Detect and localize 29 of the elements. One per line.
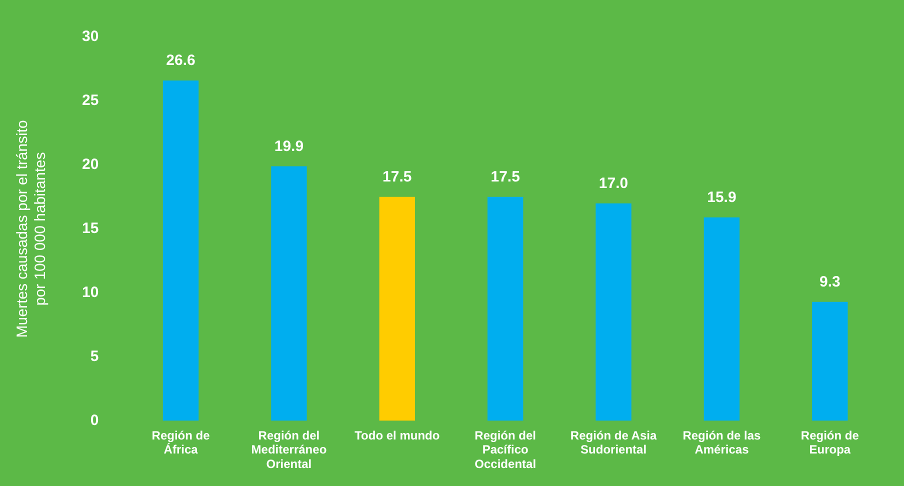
bar xyxy=(812,302,848,421)
data-label: 17.5 xyxy=(382,168,412,186)
bar xyxy=(596,203,632,421)
data-label: 17.5 xyxy=(490,168,520,186)
y-tick-label: 20 xyxy=(82,156,99,174)
bar xyxy=(487,196,524,421)
data-label: 17.0 xyxy=(598,174,628,192)
y-tick-label: 5 xyxy=(90,348,99,365)
data-label: 9.3 xyxy=(819,273,840,290)
y-tick-label: 0 xyxy=(90,412,99,429)
x-tick-label: Región del Mediterráneo Oriental xyxy=(251,428,327,472)
bar xyxy=(379,196,416,421)
x-tick-label: Región de Asia Sudoriental xyxy=(570,428,657,457)
data-label: 19.9 xyxy=(274,138,304,155)
x-tick-label: Región de Europa xyxy=(800,428,860,457)
y-tick-label: 15 xyxy=(82,220,99,238)
data-label: 26.6 xyxy=(166,52,196,70)
x-tick-label: Todo el mundo xyxy=(354,428,440,442)
data-label: 15.9 xyxy=(707,189,736,206)
y-tick-label: 25 xyxy=(82,92,99,110)
y-tick-label: 30 xyxy=(82,28,99,46)
bar xyxy=(704,217,740,421)
bar xyxy=(162,80,199,421)
x-tick-label: Región de África xyxy=(152,428,210,457)
y-tick-label: 10 xyxy=(82,284,99,302)
bar xyxy=(271,166,307,421)
x-tick-label: Región de las Américas xyxy=(682,428,762,457)
x-tick-label: Región del Pacífico Occidental xyxy=(474,428,536,472)
y-axis-title: Muertes causadas por el tránsito por 100 000 habitantes xyxy=(14,120,50,338)
